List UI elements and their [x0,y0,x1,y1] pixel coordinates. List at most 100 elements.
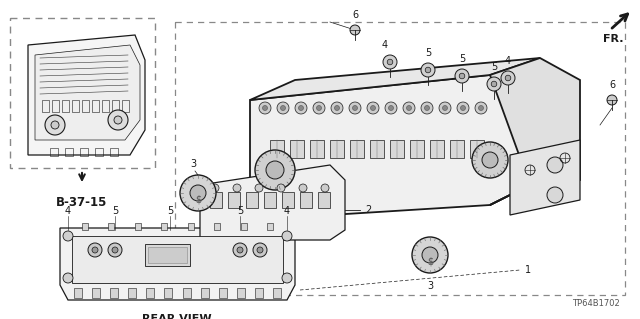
Circle shape [237,247,243,253]
Circle shape [262,106,268,110]
Circle shape [282,231,292,241]
Circle shape [425,67,431,73]
Circle shape [298,106,303,110]
Circle shape [479,106,483,110]
Text: 4: 4 [505,56,511,66]
Bar [330,140,344,158]
Bar [74,288,82,298]
Bar [318,192,330,208]
Circle shape [277,102,289,114]
Circle shape [266,161,284,179]
Bar [246,192,258,208]
Circle shape [259,102,271,114]
Text: 6: 6 [352,10,358,20]
Text: TP64B1702: TP64B1702 [572,299,620,308]
Bar [310,140,324,158]
Bar [72,236,283,283]
Text: 5: 5 [425,48,431,58]
Text: 5: 5 [237,206,243,216]
Circle shape [88,243,102,257]
Text: 5: 5 [112,206,118,216]
Bar [290,140,304,158]
Circle shape [51,121,59,129]
Text: 4: 4 [284,206,290,216]
Bar [62,100,69,112]
Text: 3: 3 [427,281,433,291]
Circle shape [277,184,285,192]
Bar [92,288,100,298]
Circle shape [45,115,65,135]
Polygon shape [250,58,540,100]
Text: REAR VIEW: REAR VIEW [142,314,212,319]
Bar [255,288,263,298]
Circle shape [255,184,263,192]
Circle shape [350,25,360,35]
Circle shape [547,187,563,203]
Circle shape [335,106,339,110]
Polygon shape [200,165,345,240]
Circle shape [422,247,438,263]
Circle shape [424,106,429,110]
Circle shape [299,184,307,192]
Circle shape [472,142,508,178]
Polygon shape [35,45,140,140]
Bar [82,100,89,112]
Circle shape [501,71,515,85]
Bar [214,223,220,230]
Polygon shape [490,58,580,205]
Circle shape [280,106,285,110]
Circle shape [482,152,498,168]
Bar [370,140,384,158]
Text: 5: 5 [459,54,465,64]
Text: 5: 5 [167,206,173,216]
Circle shape [63,231,73,241]
Circle shape [313,102,325,114]
Circle shape [257,247,263,253]
Bar [95,148,103,156]
Circle shape [455,69,469,83]
Bar [270,140,284,158]
Bar [300,192,312,208]
Bar [80,148,88,156]
Bar [450,140,464,158]
Bar [164,288,172,298]
Bar [430,140,444,158]
Circle shape [190,185,206,201]
Circle shape [282,273,292,283]
Bar [122,100,129,112]
Circle shape [233,184,241,192]
Circle shape [108,110,128,130]
Text: 2: 2 [365,205,371,215]
Bar [128,288,136,298]
Bar [410,140,424,158]
Bar [273,288,281,298]
Circle shape [383,55,397,69]
Bar [390,140,404,158]
Bar [10,18,155,168]
Circle shape [253,243,267,257]
Bar [267,223,273,230]
Bar [92,100,99,112]
Bar [65,148,73,156]
Circle shape [349,102,361,114]
Polygon shape [250,75,530,220]
Circle shape [92,247,98,253]
Bar [237,288,245,298]
Circle shape [255,150,295,190]
Circle shape [439,102,451,114]
Circle shape [180,175,216,211]
Circle shape [367,102,379,114]
Circle shape [461,106,465,110]
Polygon shape [28,35,145,155]
Bar [135,223,141,230]
Bar [145,244,190,266]
Circle shape [112,247,118,253]
Bar [110,148,118,156]
Text: $: $ [195,194,201,204]
Circle shape [475,102,487,114]
Circle shape [211,184,219,192]
Circle shape [63,273,73,283]
Circle shape [547,157,563,173]
Circle shape [607,95,617,105]
Bar [350,140,364,158]
